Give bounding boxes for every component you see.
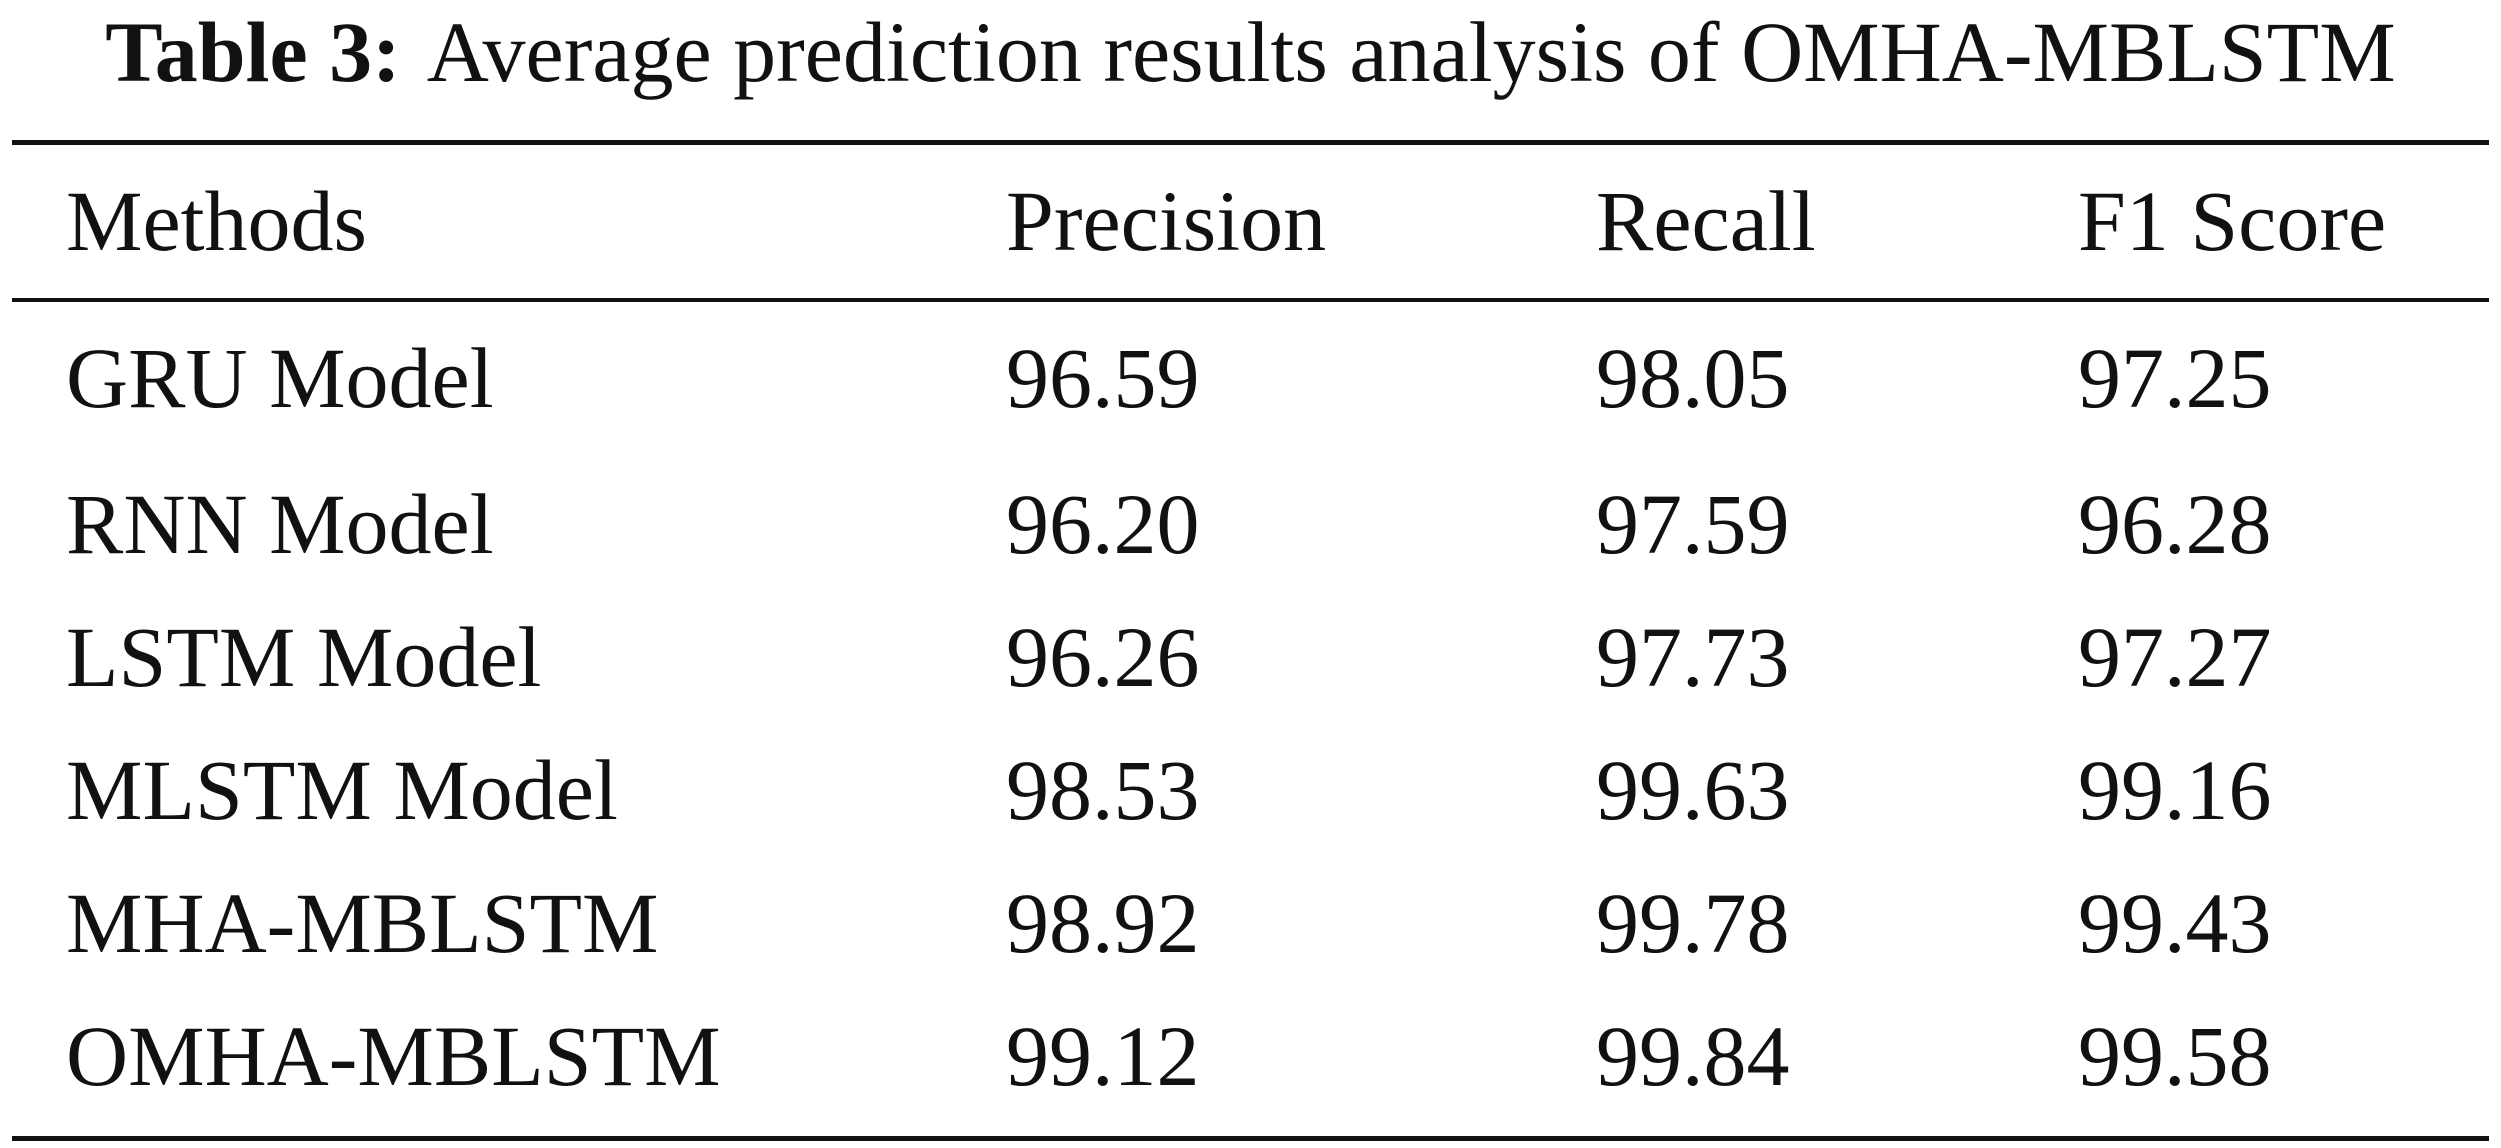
table-row: GRU Model 96.59 98.05 97.25: [12, 298, 2489, 458]
recall-cell: 99.84: [1596, 1008, 1790, 1104]
precision-cell: 96.26: [1006, 609, 1200, 705]
method-cell: LSTM Model: [66, 609, 542, 705]
f1-score-cell: 99.16: [2078, 742, 2272, 838]
method-cell: GRU Model: [66, 330, 494, 426]
header-recall: Recall: [1596, 173, 1816, 269]
table-row: OMHA-MBLSTM 99.12 99.84 99.58: [12, 990, 2489, 1123]
table-row: RNN Model 96.20 97.59 96.28: [12, 458, 2489, 591]
table-caption-label: Table 3:: [105, 4, 401, 100]
header-f1-score: F1 Score: [2078, 173, 2387, 269]
f1-score-cell: 99.43: [2078, 875, 2272, 971]
f1-score-cell: 96.28: [2078, 476, 2272, 572]
header-precision: Precision: [1006, 173, 1327, 269]
table-caption-text: Average prediction results analysis of O…: [426, 4, 2396, 100]
table-row: MHA-MBLSTM 98.92 99.78 99.43: [12, 857, 2489, 990]
f1-score-cell: 97.27: [2078, 609, 2272, 705]
recall-cell: 97.59: [1596, 476, 1790, 572]
precision-cell: 96.59: [1006, 330, 1200, 426]
method-cell: RNN Model: [66, 476, 494, 572]
table-caption: Table 3: Average prediction results analy…: [0, 0, 2501, 120]
header-methods: Methods: [66, 173, 367, 269]
table-header-rule: [12, 298, 2489, 302]
method-cell: MLSTM Model: [66, 742, 618, 838]
recall-cell: 98.05: [1596, 330, 1790, 426]
table-row: LSTM Model 96.26 97.73 97.27: [12, 591, 2489, 724]
table-bottom-rule: [12, 1136, 2489, 1141]
precision-cell: 99.12: [1006, 1008, 1200, 1104]
precision-cell: 98.53: [1006, 742, 1200, 838]
table-row: MLSTM Model 98.53 99.63 99.16: [12, 724, 2489, 857]
recall-cell: 99.78: [1596, 875, 1790, 971]
precision-cell: 96.20: [1006, 476, 1200, 572]
recall-cell: 97.73: [1596, 609, 1790, 705]
table-header-row: Methods Precision Recall F1 Score: [12, 145, 2489, 298]
f1-score-cell: 97.25: [2078, 330, 2272, 426]
method-cell: MHA-MBLSTM: [66, 875, 659, 971]
method-cell: OMHA-MBLSTM: [66, 1008, 721, 1104]
recall-cell: 99.63: [1596, 742, 1790, 838]
f1-score-cell: 99.58: [2078, 1008, 2272, 1104]
results-table: Methods Precision Recall F1 Score GRU Mo…: [12, 145, 2489, 1123]
table-top-rule: [12, 140, 2489, 145]
precision-cell: 98.92: [1006, 875, 1200, 971]
